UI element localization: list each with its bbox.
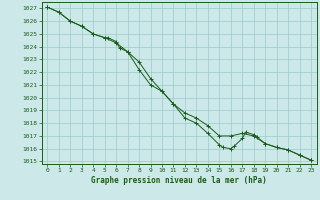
X-axis label: Graphe pression niveau de la mer (hPa): Graphe pression niveau de la mer (hPa): [91, 176, 267, 185]
